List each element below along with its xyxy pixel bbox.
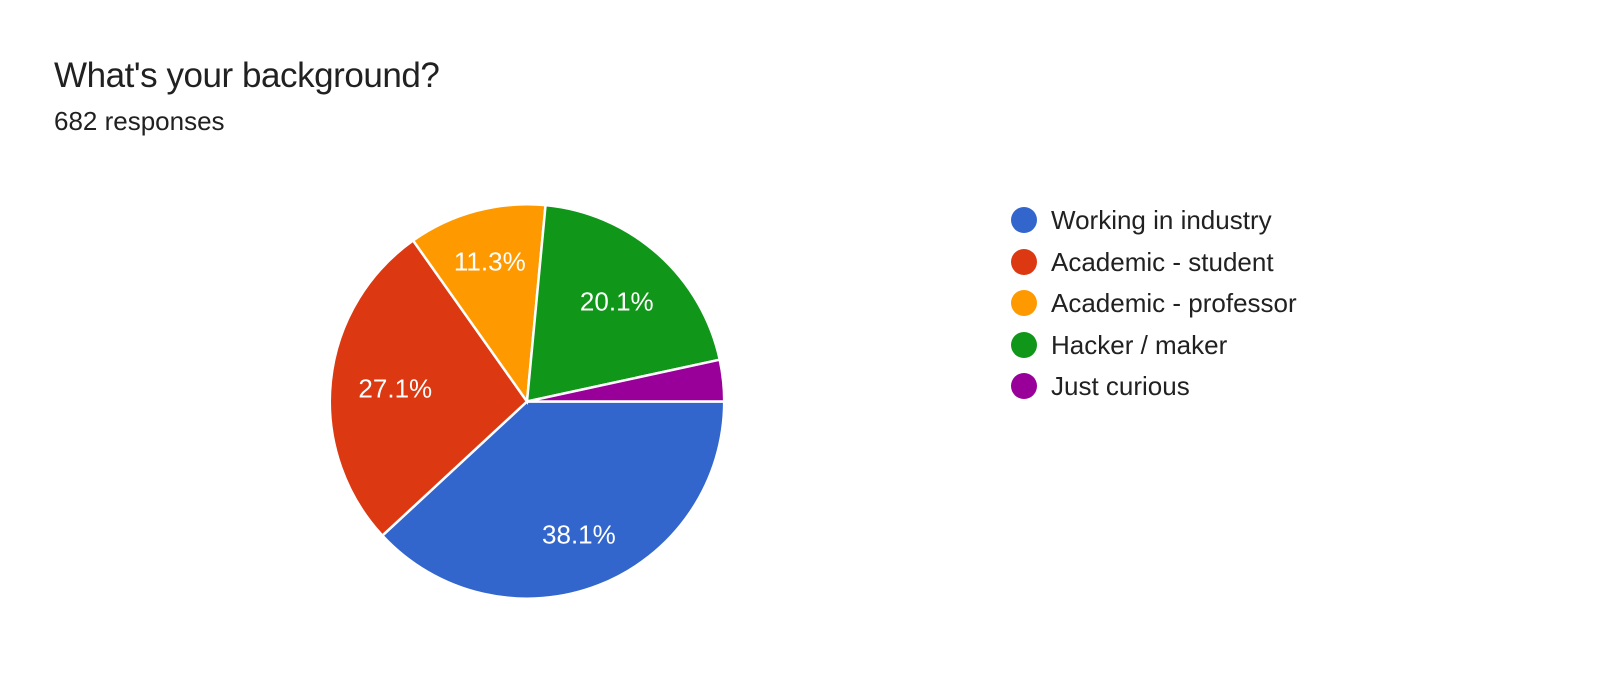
svg-text:11.3%: 11.3% bbox=[454, 247, 526, 277]
svg-text:38.1%: 38.1% bbox=[542, 520, 616, 550]
svg-text:20.1%: 20.1% bbox=[580, 287, 654, 317]
svg-text:27.1%: 27.1% bbox=[358, 374, 432, 404]
